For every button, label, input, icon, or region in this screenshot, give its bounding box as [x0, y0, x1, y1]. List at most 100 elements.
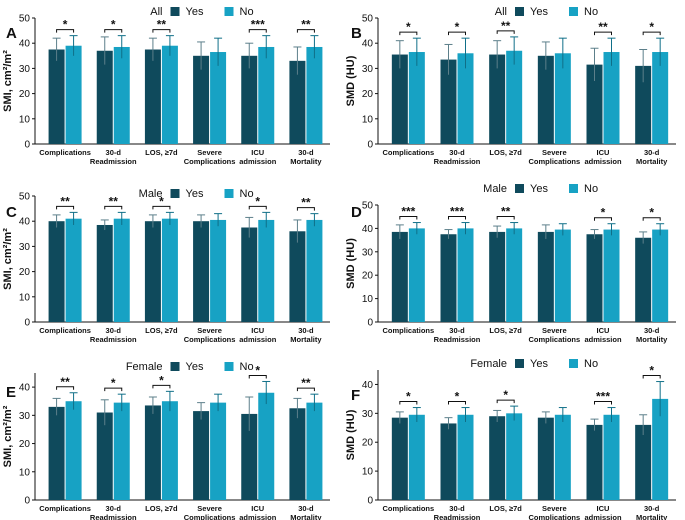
- x-tick-label: LOS, ≥7d: [145, 326, 178, 335]
- bar-no: [457, 228, 474, 322]
- significance-bracket: [496, 399, 515, 404]
- bar-yes: [440, 234, 457, 322]
- y-tick-label: 40: [19, 383, 31, 394]
- significance-marker: **: [60, 375, 70, 389]
- x-tick-label: Complications: [382, 504, 434, 513]
- significance-bracket: [448, 216, 466, 220]
- significance-marker: *: [111, 376, 116, 390]
- x-tick-label: Readmission: [434, 513, 481, 520]
- legend-swatch-yes: [515, 7, 524, 16]
- bar-no: [210, 52, 227, 144]
- legend-label-no: No: [584, 6, 598, 18]
- x-tick-label: admission: [584, 335, 622, 344]
- legend-label-no: No: [584, 183, 598, 195]
- significance-bracket: [152, 205, 171, 210]
- legend-label-no: No: [240, 188, 254, 200]
- x-tick-label: admission: [584, 513, 622, 520]
- bar-no: [113, 218, 130, 322]
- x-tick-label: Complications: [39, 504, 91, 513]
- significance-bracket: [296, 207, 315, 211]
- y-tick-label: 20: [19, 89, 31, 100]
- bar-no: [113, 46, 130, 145]
- significance-marker: ***: [401, 205, 415, 219]
- bar-no: [603, 229, 620, 322]
- x-tick-label: Severe: [542, 504, 567, 513]
- significance-bracket: [248, 29, 267, 33]
- bar-no: [161, 45, 178, 144]
- bar-yes: [489, 54, 506, 144]
- legend-label-no: No: [240, 6, 254, 18]
- bar-no: [161, 401, 178, 500]
- bar-yes: [586, 234, 603, 322]
- significance-marker: **: [501, 19, 511, 33]
- significance-bracket: [399, 401, 418, 405]
- y-axis-label: SMD (HU): [345, 409, 357, 460]
- significance-bracket: [104, 205, 123, 210]
- significance-bracket: [56, 205, 75, 210]
- bar-yes: [193, 55, 210, 144]
- significance-marker: ***: [596, 390, 610, 404]
- legend-swatch-no: [224, 7, 234, 16]
- y-tick-label: 20: [19, 267, 31, 278]
- x-tick-label: Readmission: [434, 157, 481, 166]
- y-axis-label: SMD (HU): [345, 55, 357, 106]
- y-tick-label: 40: [19, 39, 31, 50]
- bar-no: [554, 53, 571, 144]
- bar-yes: [586, 64, 603, 144]
- legend-swatch-no: [224, 189, 234, 198]
- bar-yes: [241, 227, 258, 322]
- legend-label-yes: Yes: [530, 6, 548, 18]
- x-tick-label: ICU: [251, 326, 264, 335]
- bar-no: [65, 45, 82, 144]
- bar-yes: [440, 423, 457, 500]
- x-tick-label: LOS, ≥7d: [489, 148, 522, 157]
- legend-title: All: [150, 6, 162, 18]
- y-tick-label: 20: [362, 438, 374, 449]
- bar-no: [408, 52, 425, 144]
- x-tick-label: Complications: [382, 148, 434, 157]
- legend-label-yes: Yes: [530, 183, 548, 195]
- legend-label-yes: Yes: [186, 6, 204, 18]
- bar-no: [457, 414, 474, 500]
- bar-yes: [193, 221, 210, 322]
- y-tick-label: 10: [362, 294, 374, 305]
- y-tick-label: 30: [362, 247, 374, 258]
- x-tick-label: 30-d: [298, 504, 314, 513]
- y-tick-label: 20: [362, 271, 374, 282]
- significance-bracket: [448, 401, 466, 405]
- significance-marker: *: [255, 194, 260, 208]
- significance-marker: *: [601, 206, 606, 220]
- y-axis-label: SMI, cm²/m²: [2, 228, 14, 290]
- x-tick-label: 30-d: [449, 326, 465, 335]
- significance-bracket: [594, 31, 612, 36]
- y-tick-label: 40: [362, 39, 374, 50]
- significance-bracket: [104, 29, 123, 33]
- x-tick-label: LOS, ≥7d: [145, 148, 178, 157]
- x-tick-label: 30-d: [644, 148, 660, 157]
- bar-yes: [391, 417, 408, 500]
- x-tick-label: Mortality: [290, 157, 322, 166]
- significance-bracket: [642, 375, 661, 379]
- x-tick-label: Mortality: [636, 513, 668, 520]
- significance-bracket: [56, 29, 75, 33]
- bar-yes: [289, 60, 306, 145]
- bar-yes: [537, 417, 554, 500]
- bar-no: [306, 402, 323, 500]
- x-tick-label: Severe: [197, 504, 222, 513]
- legend-swatch-yes: [170, 189, 180, 198]
- bar-yes: [289, 231, 306, 322]
- legend-swatch-no: [569, 184, 578, 193]
- significance-bracket: [642, 217, 661, 221]
- y-tick-label: 50: [19, 14, 31, 25]
- significance-marker: *: [406, 20, 411, 34]
- y-tick-label: 0: [24, 318, 30, 329]
- bar-yes: [489, 416, 506, 500]
- x-tick-label: 30-d: [106, 148, 122, 157]
- legend-title: Male: [139, 188, 163, 200]
- x-tick-label: ICU: [251, 148, 264, 157]
- x-tick-label: Mortality: [636, 157, 668, 166]
